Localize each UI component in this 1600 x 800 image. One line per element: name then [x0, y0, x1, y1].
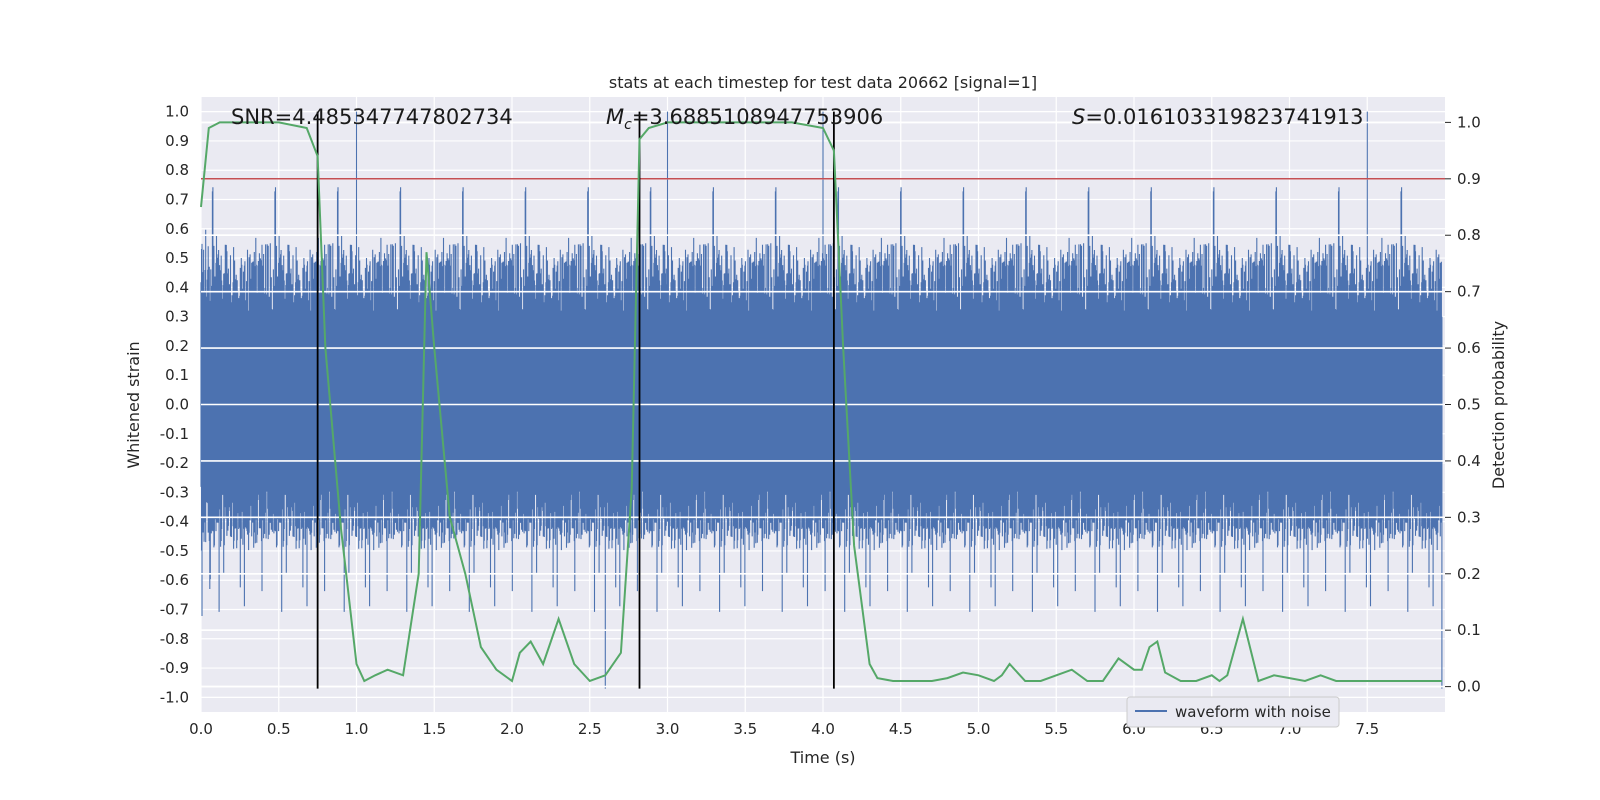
x-tick-label: 4.0 — [811, 720, 835, 738]
x-tick-label: 4.5 — [889, 720, 913, 738]
y2-tick-label: 0.7 — [1457, 283, 1481, 301]
y-tick-label: -0.2 — [160, 454, 189, 472]
y-tick-label: -1.0 — [160, 688, 189, 706]
x-tick-label: 3.0 — [656, 720, 680, 738]
y2-tick-label: 0.0 — [1457, 678, 1481, 696]
s-symbol: S — [1072, 105, 1085, 129]
detection-probability-line — [200, 121, 1442, 683]
y-tick-label: -0.5 — [160, 542, 189, 560]
y2-ticks: 0.0 0.1 0.2 0.3 0.4 0.5 0.6 0.7 0.8 0.9 1.0 — [1445, 113, 1481, 696]
y-tick-label: -0.7 — [160, 601, 189, 619]
y2-tick-label: 0.6 — [1457, 339, 1481, 357]
y-tick-label: 0.9 — [165, 132, 189, 150]
y-tick-label: 0.8 — [165, 161, 189, 179]
y-tick-label: -0.9 — [160, 659, 189, 677]
x-tick-label: 5.0 — [967, 720, 991, 738]
mc-symbol: M — [606, 105, 624, 129]
y-tick-label: 0.2 — [165, 337, 189, 355]
mc-value: =3.6885108947753906 — [632, 105, 883, 129]
y2-tick-label: 0.8 — [1457, 226, 1481, 244]
y2-tick-label: 0.9 — [1457, 170, 1481, 188]
y-tick-label: 0.4 — [165, 278, 189, 296]
s-annotation: S=0.016103319823741913 — [1072, 105, 1363, 129]
y-tick-label: 0.0 — [165, 396, 189, 414]
y2-tick-label: 0.3 — [1457, 508, 1481, 526]
y-axis-label: Whitened strain — [124, 341, 143, 468]
y-tick-label: 0.7 — [165, 191, 189, 209]
chart-title: stats at each timestep for test data 206… — [609, 73, 1037, 92]
legend-box — [1126, 696, 1340, 728]
y-tick-label: 0.1 — [165, 366, 189, 384]
mc-subscript: c — [624, 117, 632, 133]
y2-axis-label: Detection probability — [1489, 321, 1508, 489]
x-axis-label: Time (s) — [789, 748, 855, 767]
x-tick-label: 0.5 — [267, 720, 291, 738]
y-tick-label: -0.1 — [160, 425, 189, 443]
x-tick-label: 2.5 — [578, 720, 602, 738]
x-tick-label: 3.5 — [733, 720, 757, 738]
y-tick-label: -0.3 — [160, 483, 189, 501]
y2-tick-label: 0.5 — [1457, 396, 1481, 414]
y-tick-label: -0.6 — [160, 571, 189, 589]
overlays — [200, 111, 1445, 689]
y-tick-label: 0.5 — [165, 249, 189, 267]
y-tick-label: 0.3 — [165, 308, 189, 326]
s-value: =0.016103319823741913 — [1085, 105, 1363, 129]
y2-tick-label: 0.1 — [1457, 621, 1481, 639]
legend-entry: waveform with noise — [1175, 703, 1331, 721]
waveform-series — [200, 111, 1445, 689]
y-tick-label: -0.8 — [160, 630, 189, 648]
x-tick-label: 1.0 — [345, 720, 369, 738]
x-tick-label: 2.0 — [500, 720, 524, 738]
snr-annotation: SNR=4.485347747802734 — [231, 105, 513, 129]
x-tick-label: 1.5 — [422, 720, 446, 738]
x-tick-label: 0.0 — [189, 720, 213, 738]
y-tick-label: 1.0 — [165, 103, 189, 121]
x-tick-label: 7.5 — [1355, 720, 1379, 738]
x-tick-label: 5.5 — [1044, 720, 1068, 738]
legend: waveform with noise — [1126, 696, 1340, 728]
mc-annotation: Mc=3.6885108947753906 — [606, 105, 883, 133]
y-tick-label: 0.6 — [165, 220, 189, 238]
y2-tick-label: 0.2 — [1457, 565, 1481, 583]
y2-tick-label: 1.0 — [1457, 113, 1481, 131]
y-tick-label: -0.4 — [160, 513, 189, 531]
y2-tick-label: 0.4 — [1457, 452, 1481, 470]
y-ticks: -1.0 -0.9 -0.8 -0.7 -0.6 -0.5 -0.4 -0.3 -0.2 -0.1… — [160, 103, 189, 707]
